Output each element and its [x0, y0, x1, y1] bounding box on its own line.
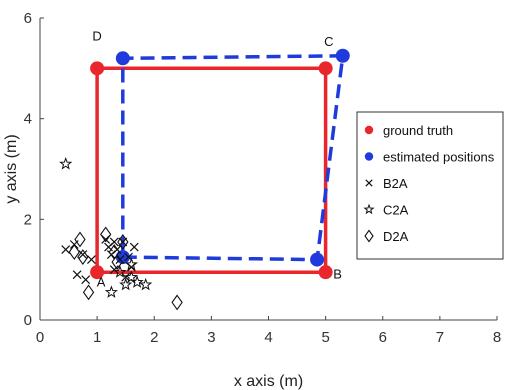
legend-entry-estimated-positions: estimated positions	[383, 150, 495, 165]
corner-label-a: A	[97, 275, 106, 290]
ground-truth-outline	[95, 66, 328, 274]
y-axis-label: y axis (m)	[3, 134, 20, 203]
estimated-positions-point	[115, 51, 130, 66]
d2a-point	[117, 234, 129, 250]
x-tick-label: 4	[264, 329, 272, 346]
legend-entry-c2a: C2A	[383, 203, 409, 218]
b2a-point	[129, 242, 139, 252]
x-tick-label: 8	[493, 329, 501, 346]
b2a-point	[72, 270, 82, 280]
c2a-point	[59, 157, 73, 170]
ground-truth-point	[318, 61, 333, 76]
x-tick-label: 0	[36, 329, 44, 346]
d2a-point	[74, 231, 86, 248]
corner-label-c: C	[324, 34, 333, 49]
c2a-point	[124, 257, 138, 271]
y-tick-label: 2	[24, 211, 32, 228]
corner-label-d: D	[92, 28, 101, 43]
estimated-positions-outline	[121, 54, 345, 262]
series-layer	[59, 48, 350, 311]
estimated-positions-point	[310, 252, 325, 267]
ground-truth-point	[318, 265, 333, 280]
estimated-positions-point	[335, 48, 350, 63]
legend-marker-c2a	[363, 203, 375, 215]
x-axis-label: x axis (m)	[234, 373, 303, 390]
b2a-point	[61, 245, 71, 254]
axes: 0 1 2 3 4 5 6 7 8 0 2 4 6 x axis (m) y axis (m)	[3, 10, 501, 390]
c2a-point	[139, 277, 153, 291]
x-tick-label: 7	[436, 329, 444, 346]
d2a-point	[82, 284, 95, 301]
legend-entry-ground-truth: ground truth	[383, 123, 453, 138]
b2a-point	[81, 275, 91, 285]
y-tick-label: 4	[24, 111, 32, 128]
legend-marker-ground-truth	[364, 125, 374, 135]
x-tick-label: 6	[379, 329, 387, 346]
d2a-point	[68, 244, 80, 260]
legend: ground truth estimated positions B2A C2A D2A	[356, 111, 504, 260]
c2a-point	[124, 270, 138, 283]
c2a-point	[119, 277, 133, 291]
y-tick-label: 6	[24, 10, 32, 27]
d2a-point	[100, 226, 112, 243]
legend-entry-b2a: B2A	[383, 176, 408, 191]
b2a-point	[86, 255, 96, 265]
d2a-point	[77, 249, 89, 266]
b2a-point	[109, 237, 119, 247]
x-tick-label: 5	[321, 329, 329, 346]
legend-marker-d2a	[364, 229, 374, 243]
ground-truth-point	[90, 265, 105, 280]
c2a-point	[104, 285, 119, 298]
corner-label-b: B	[333, 267, 342, 282]
d2a-point	[111, 254, 123, 271]
legend-entry-d2a: D2A	[383, 229, 409, 244]
b2a-point	[78, 250, 88, 259]
x-tick-label: 2	[150, 329, 158, 346]
x-tick-label: 3	[207, 329, 215, 346]
x-tick-label: 1	[93, 329, 101, 346]
y-tick-label: 0	[24, 312, 32, 329]
legend-marker-b2a	[365, 179, 373, 187]
legend-marker-estimated-positions	[364, 152, 374, 161]
c2a-point	[113, 265, 127, 278]
labels-layer: A B C D	[92, 28, 342, 289]
d2a-point	[171, 294, 183, 311]
ground-truth-point	[90, 61, 105, 76]
legend-box	[356, 111, 504, 260]
